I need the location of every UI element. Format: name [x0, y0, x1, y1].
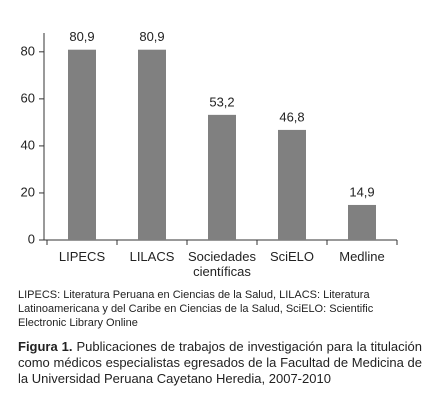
caption-label: Figura 1.	[18, 339, 73, 354]
x-tick-label: Medline	[339, 249, 385, 264]
value-label: 14,9	[349, 184, 374, 199]
x-tick-label: SciELO	[269, 249, 315, 264]
chart: 0 20 40 60 80 80,9 80,9 53,2 46,8 14,9	[21, 29, 398, 246]
bar	[138, 49, 166, 240]
x-tick-label: LILACS	[129, 249, 175, 264]
bar	[348, 204, 376, 240]
caption-text: Publicaciones de trabajos de investigaci…	[18, 339, 422, 386]
value-label: 46,8	[279, 109, 304, 124]
bar	[208, 114, 236, 240]
value-label: 53,2	[209, 94, 234, 109]
bar	[68, 49, 96, 240]
bar	[278, 129, 306, 240]
x-tick-label: LIPECS	[58, 249, 106, 264]
y-tick-label: 40	[21, 137, 35, 152]
footnote: LIPECS: Literatura Peruana en Ciencias d…	[18, 289, 374, 329]
value-label: 80,9	[69, 29, 94, 44]
x-tick-label: Sociedades científicas	[188, 249, 256, 279]
y-tick-label: 60	[21, 90, 35, 105]
y-tick-label: 0	[28, 231, 35, 246]
y-tick-label: 80	[21, 43, 35, 58]
caption: Figura 1. Publicaciones de trabajos de i…	[18, 339, 422, 387]
y-tick-label: 20	[21, 184, 35, 199]
value-label: 80,9	[139, 29, 164, 44]
